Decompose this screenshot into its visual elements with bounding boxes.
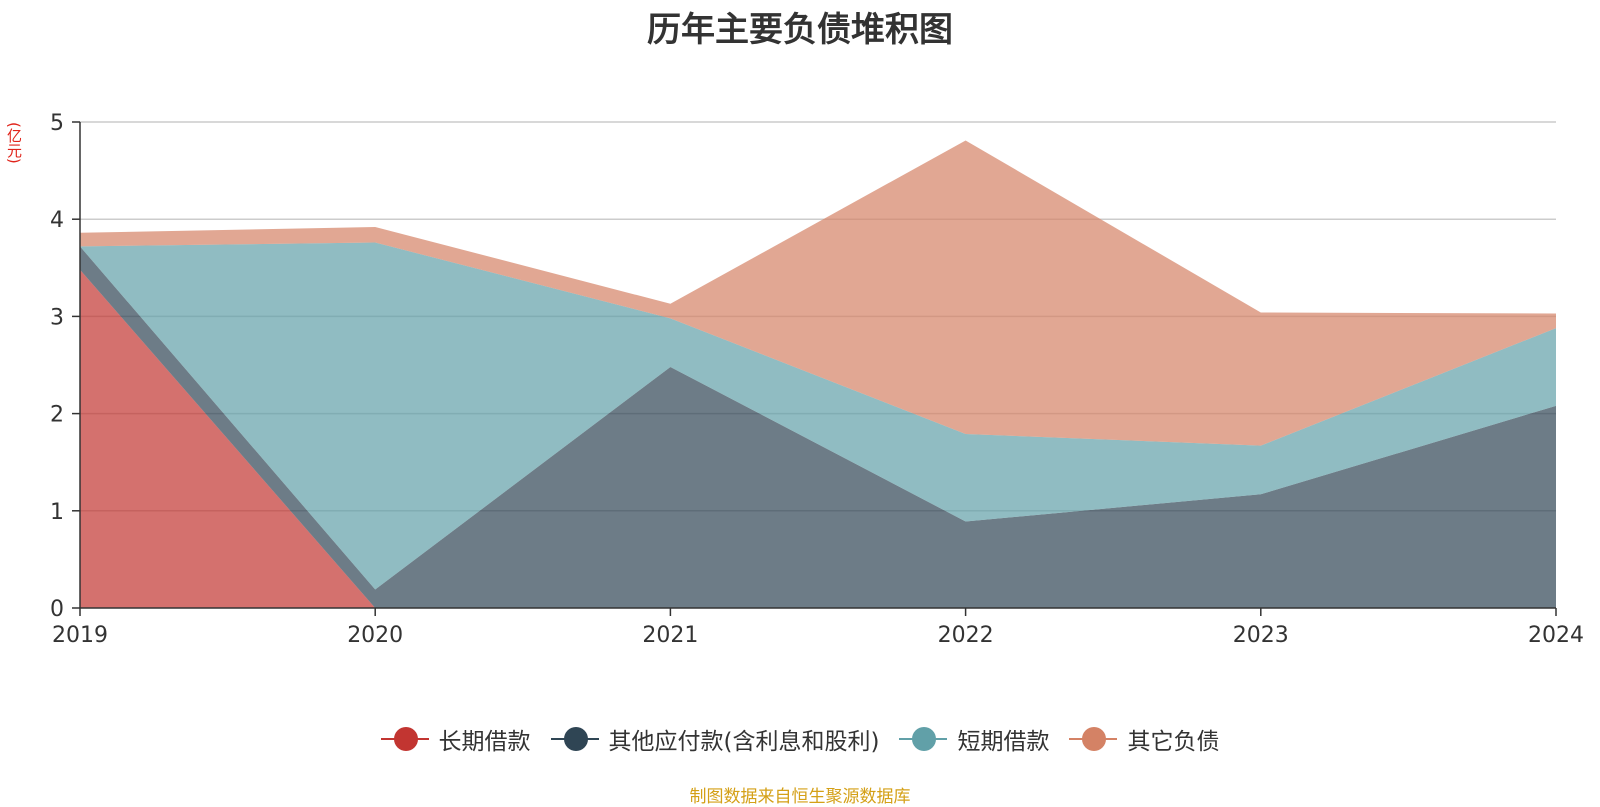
area-series-3 <box>80 242 1556 590</box>
legend-label: 长期借款 <box>438 729 531 755</box>
x-tick-label: 2023 <box>1233 623 1289 648</box>
area-series-2 <box>80 246 1556 608</box>
axes <box>72 121 1557 616</box>
y-axis-unit-label: (亿元) <box>5 122 23 164</box>
y-tick-label: 5 <box>50 111 64 136</box>
y-tick-label: 1 <box>50 500 64 525</box>
legend-item-2[interactable]: 其他应付款(含利息和股利) <box>550 722 880 756</box>
y-tick-label: 3 <box>50 305 64 330</box>
legend-item-3[interactable]: 短期借款 <box>899 722 1049 756</box>
legend-label: 其它负债 <box>1127 729 1220 755</box>
legend-marker-icon <box>1069 727 1118 751</box>
y-tick-label: 0 <box>50 597 64 622</box>
legend: 长期借款 其他应付款(含利息和股利) 短期借款 其它负债 <box>0 722 1600 756</box>
legend-label: 其他应付款(含利息和股利) <box>608 729 880 755</box>
legend-marker-icon <box>550 727 599 751</box>
x-tick-label: 2022 <box>938 623 994 648</box>
area-series <box>80 140 1556 608</box>
legend-item-1[interactable]: 长期借款 <box>380 722 531 756</box>
legend-marker-icon <box>380 727 429 751</box>
legend-marker-icon <box>899 727 948 751</box>
tick-labels: 0 1 2 3 4 5 2019 2020 2021 2022 2023 2024 <box>50 111 1584 648</box>
area-series-1 <box>80 269 1556 608</box>
x-tick-label: 2019 <box>52 623 108 648</box>
area-series-4 <box>80 140 1556 446</box>
x-tick-label: 2021 <box>642 623 698 648</box>
stacked-area-chart: 0 1 2 3 4 5 2019 2020 2021 2022 2023 2024 <box>50 111 1584 648</box>
legend-item-4[interactable]: 其它负债 <box>1069 722 1219 756</box>
chart-title: 历年主要负债堆积图 <box>647 10 953 50</box>
x-tick-label: 2020 <box>347 623 403 648</box>
y-tick-label: 4 <box>50 208 64 233</box>
y-tick-label: 2 <box>50 403 64 428</box>
source-note: 制图数据来自恒生聚源数据库 <box>689 787 911 807</box>
x-tick-label: 2024 <box>1528 623 1584 648</box>
legend-label: 短期借款 <box>957 729 1050 755</box>
